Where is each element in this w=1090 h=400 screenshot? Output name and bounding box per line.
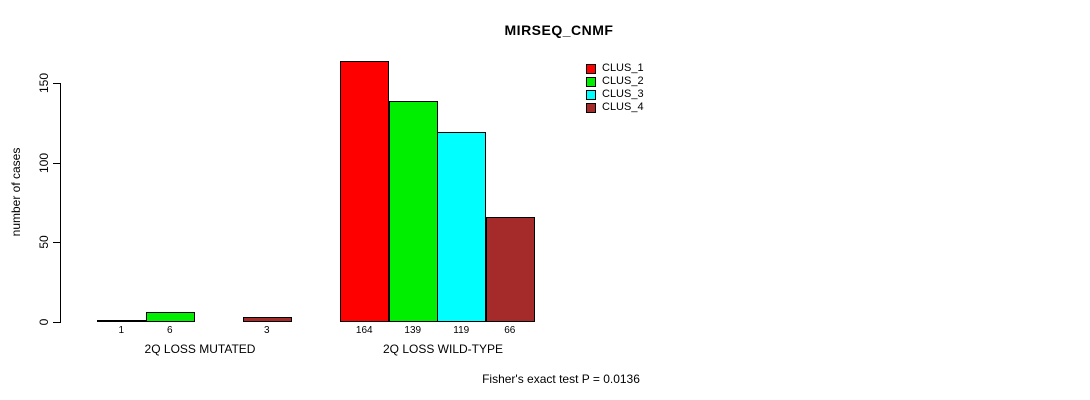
bar-value-label: 66 bbox=[504, 325, 516, 336]
fisher-test-annotation: Fisher's exact test P = 0.0136 bbox=[482, 372, 640, 386]
bar-value-label: 1 bbox=[118, 325, 125, 336]
y-tick-mark bbox=[53, 162, 60, 164]
group-label: 2Q LOSS MUTATED bbox=[144, 342, 256, 356]
bar-clus_4 bbox=[486, 216, 535, 322]
bar-clus_2 bbox=[389, 100, 438, 322]
legend-swatch-clus_1 bbox=[586, 63, 596, 74]
y-axis-title: number of cases bbox=[9, 147, 23, 237]
bar-value-label: 119 bbox=[453, 325, 470, 336]
y-tick-mark bbox=[53, 83, 60, 84]
legend-row: CLUS_4 bbox=[586, 101, 644, 114]
y-tick-label: 100 bbox=[37, 152, 51, 173]
bar-clus_1 bbox=[340, 60, 389, 322]
bar-clus_1 bbox=[97, 320, 146, 323]
y-tick-label: 0 bbox=[37, 318, 51, 326]
legend-swatch-clus_3 bbox=[586, 89, 596, 100]
legend-label: CLUS_2 bbox=[602, 75, 644, 87]
legend-label: CLUS_3 bbox=[602, 88, 644, 100]
bar-value-label: 3 bbox=[263, 325, 270, 336]
bar-value-label: 164 bbox=[355, 325, 373, 336]
y-tick-label: 150 bbox=[37, 72, 51, 94]
legend-row: CLUS_3 bbox=[586, 88, 644, 101]
legend-label: CLUS_4 bbox=[602, 101, 644, 113]
group-label: 2Q LOSS WILD-TYPE bbox=[382, 342, 504, 356]
bar-value-label: 6 bbox=[166, 325, 173, 336]
y-tick-label: 50 bbox=[37, 235, 51, 250]
bar-clus_2 bbox=[146, 312, 195, 322]
bar-value-label: 139 bbox=[404, 325, 422, 336]
legend-row: CLUS_1 bbox=[586, 62, 644, 75]
legend-swatch-clus_2 bbox=[586, 76, 596, 87]
legend: CLUS_1 CLUS_2 CLUS_3 CLUS_4 bbox=[586, 62, 644, 114]
bar-clus_3 bbox=[437, 132, 486, 322]
legend-label: CLUS_1 bbox=[602, 62, 644, 74]
y-tick-mark bbox=[53, 322, 60, 323]
legend-swatch-clus_4 bbox=[586, 102, 596, 113]
y-axis-line bbox=[60, 83, 61, 323]
bar-clus_4 bbox=[243, 317, 292, 322]
chart-title: MIRSEQ_CNMF bbox=[504, 22, 614, 38]
legend-row: CLUS_2 bbox=[586, 75, 644, 88]
y-tick-mark bbox=[53, 242, 60, 244]
